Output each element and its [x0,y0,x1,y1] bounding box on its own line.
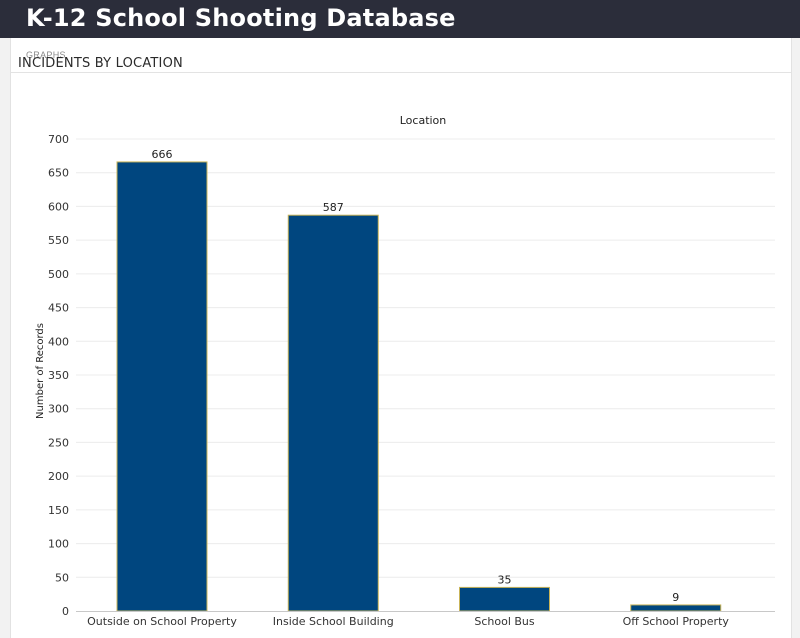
bar [287,214,379,612]
y-tick-label: 450 [48,302,69,315]
y-tick-label: 650 [48,167,69,180]
y-tick-label: 300 [48,403,69,416]
tab-graphs[interactable]: GRAPHS [26,50,66,60]
y-tick-label: 0 [62,605,69,618]
y-axis-ticks: 0 50 100 150 200 250 300 350 400 450 500 550 600 650 7… [48,133,69,618]
data-label: 35 [498,573,512,586]
tab-bar: GRAPHS [11,38,791,73]
x-tick-label: School Bus [474,615,535,628]
x-tick-label: Outside on School Property [87,615,237,628]
data-label: 666 [152,148,173,161]
y-tick-label: 100 [48,538,69,551]
y-axis-title: Number of Records [35,323,46,419]
bar [116,161,208,612]
data-label: 9 [672,591,679,604]
site-title: K-12 School Shooting Database [26,4,456,32]
y-tick-label: 350 [48,369,69,382]
bar [630,604,722,612]
chart-section-heading: INCIDENTS BY LOCATION [18,56,183,71]
chart-title: Location [400,114,447,127]
y-tick-label: 250 [48,436,69,449]
y-tick-label: 700 [48,133,69,146]
x-axis-ticks: Outside on School Property Inside School … [87,615,729,628]
y-tick-label: 200 [48,470,69,483]
bars [116,161,722,612]
top-header-bar: K-12 School Shooting Database [0,0,800,38]
y-tick-label: 500 [48,268,69,281]
y-tick-label: 550 [48,234,69,247]
y-tick-label: 50 [55,571,69,584]
y-tick-label: 600 [48,200,69,213]
y-tick-label: 400 [48,335,69,348]
y-tick-label: 150 [48,504,69,517]
bar [459,586,550,612]
x-tick-label: Off School Property [623,615,730,628]
data-label: 587 [323,201,344,214]
x-tick-label: Inside School Building [273,615,394,628]
data-labels: 666 587 35 9 [152,148,680,604]
